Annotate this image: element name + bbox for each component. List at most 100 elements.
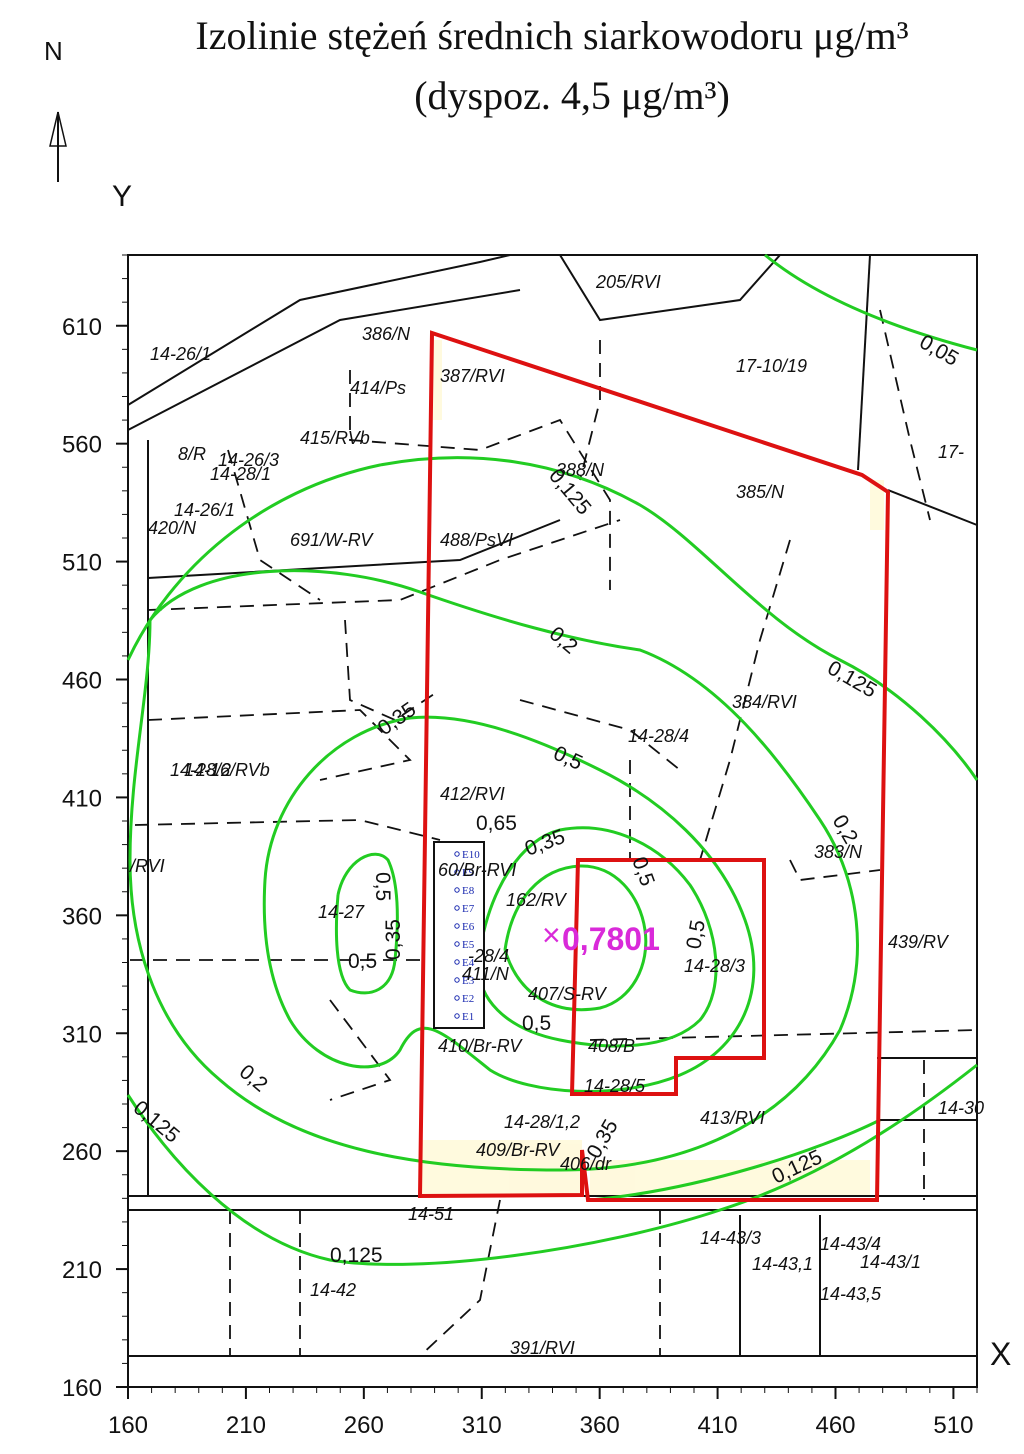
parcel-label: 8/R [178, 444, 206, 464]
parcel-label: 388/N [556, 460, 605, 480]
parcel-label: 14-28/4 [628, 726, 689, 746]
peak-cross-icon: × [542, 917, 561, 953]
isoline-0-65 [503, 864, 648, 1012]
parcel-label: 14-28/2 [170, 760, 231, 780]
contour-label: 0,5 [550, 742, 586, 775]
emitter-label: E3 [462, 975, 475, 987]
emitter-point-icon [454, 869, 460, 875]
y-tick-label: 360 [62, 903, 102, 930]
parcel-label: 14-27 [318, 902, 365, 922]
contour-label: 0,65 [476, 812, 517, 835]
parcel-label: 387/RVI [440, 366, 505, 386]
parcel-label: 413/RVI [700, 1108, 765, 1128]
y-tick-label: 260 [62, 1139, 102, 1166]
emitter-label: E5 [462, 939, 475, 951]
contour-label: 0,5 [348, 950, 377, 973]
emitter-label: E10 [462, 849, 480, 861]
emitter-point-icon [454, 941, 460, 947]
emitter-label: E9 [462, 867, 475, 879]
parcel-label: 14-28/3 [684, 956, 745, 976]
emitter-label: E1 [462, 1011, 474, 1023]
site-boundary-main [417, 330, 891, 1202]
parcel-label: 14-26/1 [150, 344, 211, 364]
parcel-label: 409/Br-RV [476, 1140, 561, 1160]
map-subtitle: (dyspoz. 4,5 μg/m³) [414, 73, 730, 118]
parcel-label: 14-16/RVb [184, 760, 270, 780]
y-axis-ticks: 610 560 510 460 410 360 310 260 210 160 [62, 254, 128, 1402]
contour-label: 0,35 [382, 919, 405, 960]
emitter-label: E2 [462, 993, 474, 1005]
contour-label: 0,05 [916, 330, 963, 370]
y-tick-label: 310 [62, 1021, 102, 1048]
parcel-label: 14-42 [310, 1280, 356, 1300]
map-title: Izolinie stężeń średnich siarkowodoru μg… [195, 13, 909, 58]
parcel-label: /RVI [128, 856, 165, 876]
parcel-label: 14-28/5 [584, 1076, 646, 1096]
parcel-label: 14-51 [408, 1204, 454, 1224]
parcel-label: -28/4 [468, 946, 509, 966]
parcel-label: 439/RV [888, 932, 950, 952]
y-tick-label: 160 [62, 1375, 102, 1402]
x-tick-label: 310 [462, 1412, 502, 1439]
parcel-label: 14-30 [938, 1098, 984, 1118]
parcel-label: 384/RVI [732, 692, 797, 712]
emitter-point-icon [454, 851, 460, 857]
peak-value: 0,7801 [562, 921, 660, 957]
emitter-list: E10 E9 E8 E7 E6 E5 E4 E3 E2 E1 [454, 849, 480, 1023]
parcel-label: 385/N [736, 482, 785, 502]
y-axis-label: Y [112, 180, 133, 213]
x-axis-label: X [990, 1336, 1012, 1372]
parcel-label: 420/N [148, 518, 197, 538]
site-boundary-sub [569, 858, 766, 1096]
parcel-label: 383/N [814, 842, 863, 862]
x-axis-ticks: 160 210 260 310 360 410 460 510 [108, 1387, 978, 1439]
parcel-label: 14-26/1 [174, 500, 235, 520]
isolines [126, 253, 979, 1266]
parcel-labels: 205/RVI 386/N 414/Ps 387/RVI 17-10/19 17- 14-2… [128, 272, 984, 1358]
parcel-label: 205/RVI [595, 272, 661, 292]
isoline-0-5 [334, 852, 399, 995]
emitter-point-icon [454, 905, 460, 911]
parcel-label: 14-43/4 [820, 1234, 881, 1254]
parcel-label: 415/RVb [300, 428, 370, 448]
x-tick-label: 160 [108, 1412, 148, 1439]
x-tick-label: 510 [933, 1412, 973, 1439]
parcel-label: 406/dr [560, 1154, 612, 1174]
parcel-label: 407/S-RV [528, 984, 608, 1004]
contour-label: 0,125 [824, 656, 881, 702]
parcel-label: 411/N [462, 964, 510, 984]
y-tick-label: 610 [62, 314, 102, 341]
contour-label: 0,2 [545, 622, 582, 658]
parcel-label: 391/RVI [510, 1338, 575, 1358]
emitter-label: E8 [462, 885, 475, 897]
emitter-label: E4 [462, 957, 475, 969]
x-tick-label: 360 [580, 1412, 620, 1439]
parcel-label: 412/RVI [440, 784, 505, 804]
parcel-label: 386/N [362, 324, 411, 344]
emitter-point-icon [454, 923, 460, 929]
parcel-label: 14-26/3 [218, 450, 279, 470]
parcel-label: 60/Br-RVI [438, 860, 516, 880]
emitter-label: E7 [462, 903, 475, 915]
emitter-point-icon [454, 995, 460, 1001]
y-tick-label: 410 [62, 785, 102, 812]
contour-label: 0,5 [522, 1012, 551, 1035]
contour-label: 0,2 [235, 1060, 272, 1096]
parcel-label: 14-43,5 [820, 1284, 882, 1304]
contour-label: 0,5 [682, 918, 710, 951]
isoline-0-125-outer [126, 1063, 978, 1266]
contour-label: 0,35 [374, 698, 421, 740]
emitter-point-icon [454, 887, 460, 893]
y-tick-label: 560 [62, 432, 102, 459]
site-boundary [417, 330, 891, 1202]
parcel-label: 14-28/1 [210, 464, 271, 484]
parcel-label: 408/B [588, 1036, 635, 1056]
north-label: N [44, 36, 63, 66]
parcel-label: 14-43/3 [700, 1228, 761, 1248]
peak-marker: × 0,7801 [542, 917, 660, 957]
emitter-point-icon [454, 1013, 460, 1019]
isoline-0-2 [128, 569, 859, 1172]
north-arrow-icon [49, 111, 67, 182]
isoline-0-125-west [126, 456, 979, 781]
